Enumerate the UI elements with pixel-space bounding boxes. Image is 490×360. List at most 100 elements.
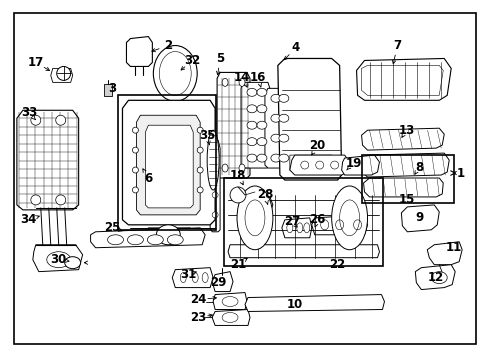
Ellipse shape	[56, 115, 66, 125]
Polygon shape	[357, 58, 451, 100]
Ellipse shape	[107, 235, 123, 245]
Ellipse shape	[237, 186, 273, 250]
Polygon shape	[360, 153, 449, 177]
Ellipse shape	[247, 88, 257, 96]
Ellipse shape	[212, 212, 218, 218]
Text: 18: 18	[230, 168, 246, 181]
Polygon shape	[91, 228, 205, 248]
Polygon shape	[362, 128, 444, 150]
Ellipse shape	[239, 164, 245, 172]
Text: 21: 21	[230, 258, 246, 271]
Ellipse shape	[321, 220, 329, 230]
Ellipse shape	[279, 114, 289, 122]
Ellipse shape	[257, 138, 267, 146]
Ellipse shape	[132, 187, 138, 193]
Polygon shape	[212, 272, 233, 292]
Polygon shape	[278, 58, 342, 180]
Ellipse shape	[156, 225, 180, 245]
Ellipse shape	[271, 94, 281, 102]
Text: 28: 28	[257, 188, 273, 202]
Text: 33: 33	[21, 106, 37, 119]
Ellipse shape	[301, 161, 309, 169]
Text: 5: 5	[216, 52, 224, 65]
Text: 32: 32	[184, 54, 200, 67]
Polygon shape	[416, 265, 455, 289]
Text: 25: 25	[104, 221, 121, 234]
Ellipse shape	[257, 121, 267, 129]
Ellipse shape	[279, 134, 289, 142]
Ellipse shape	[57, 67, 71, 80]
Text: 12: 12	[428, 271, 444, 284]
Ellipse shape	[197, 127, 203, 133]
Ellipse shape	[257, 154, 267, 162]
Polygon shape	[146, 125, 193, 208]
Polygon shape	[144, 228, 195, 242]
Text: 14: 14	[234, 71, 250, 84]
Ellipse shape	[431, 272, 447, 284]
Text: 19: 19	[345, 157, 362, 170]
Ellipse shape	[222, 78, 228, 86]
Polygon shape	[17, 110, 78, 210]
Text: 9: 9	[415, 211, 423, 224]
Text: 20: 20	[310, 139, 326, 152]
Text: 10: 10	[287, 298, 303, 311]
Ellipse shape	[271, 134, 281, 142]
Bar	[119, 95, 216, 230]
Ellipse shape	[212, 152, 218, 158]
Ellipse shape	[247, 138, 257, 146]
Ellipse shape	[132, 127, 138, 133]
Ellipse shape	[230, 187, 246, 203]
Text: 17: 17	[28, 56, 44, 69]
Polygon shape	[51, 68, 73, 82]
Ellipse shape	[222, 297, 238, 306]
Polygon shape	[282, 218, 312, 238]
Ellipse shape	[287, 223, 293, 233]
Ellipse shape	[354, 220, 362, 230]
Ellipse shape	[197, 147, 203, 153]
Text: 22: 22	[329, 258, 346, 271]
Polygon shape	[122, 100, 215, 225]
Ellipse shape	[212, 192, 218, 198]
Ellipse shape	[147, 235, 163, 245]
Text: 24: 24	[190, 293, 206, 306]
Ellipse shape	[31, 195, 41, 205]
Bar	[103, 84, 112, 96]
Ellipse shape	[207, 130, 219, 190]
Polygon shape	[213, 293, 247, 310]
Ellipse shape	[279, 154, 289, 162]
Polygon shape	[245, 294, 385, 311]
Text: 4: 4	[292, 41, 300, 54]
Polygon shape	[228, 245, 379, 258]
Text: 35: 35	[199, 129, 215, 142]
Text: 1: 1	[457, 167, 465, 180]
Text: 34: 34	[21, 213, 37, 226]
Text: 26: 26	[310, 213, 326, 226]
Ellipse shape	[47, 252, 71, 268]
Text: 2: 2	[164, 39, 172, 52]
Ellipse shape	[271, 114, 281, 122]
Ellipse shape	[257, 105, 267, 113]
Ellipse shape	[180, 273, 186, 283]
Text: 11: 11	[446, 241, 462, 254]
Ellipse shape	[127, 235, 144, 245]
Polygon shape	[241, 82, 270, 168]
Ellipse shape	[132, 147, 138, 153]
Text: 3: 3	[108, 82, 117, 95]
Polygon shape	[255, 197, 273, 213]
Polygon shape	[401, 205, 439, 232]
Polygon shape	[427, 242, 462, 265]
Text: 27: 27	[284, 215, 300, 228]
Ellipse shape	[202, 273, 208, 283]
Text: 8: 8	[415, 161, 423, 174]
Ellipse shape	[239, 78, 245, 86]
Bar	[224, 178, 384, 266]
Ellipse shape	[31, 115, 41, 125]
Text: 29: 29	[210, 276, 226, 289]
Text: 13: 13	[398, 124, 415, 137]
Ellipse shape	[316, 161, 324, 169]
Polygon shape	[172, 268, 213, 288]
Ellipse shape	[222, 164, 228, 172]
Polygon shape	[136, 115, 200, 215]
Text: 23: 23	[190, 311, 206, 324]
Polygon shape	[290, 155, 349, 175]
